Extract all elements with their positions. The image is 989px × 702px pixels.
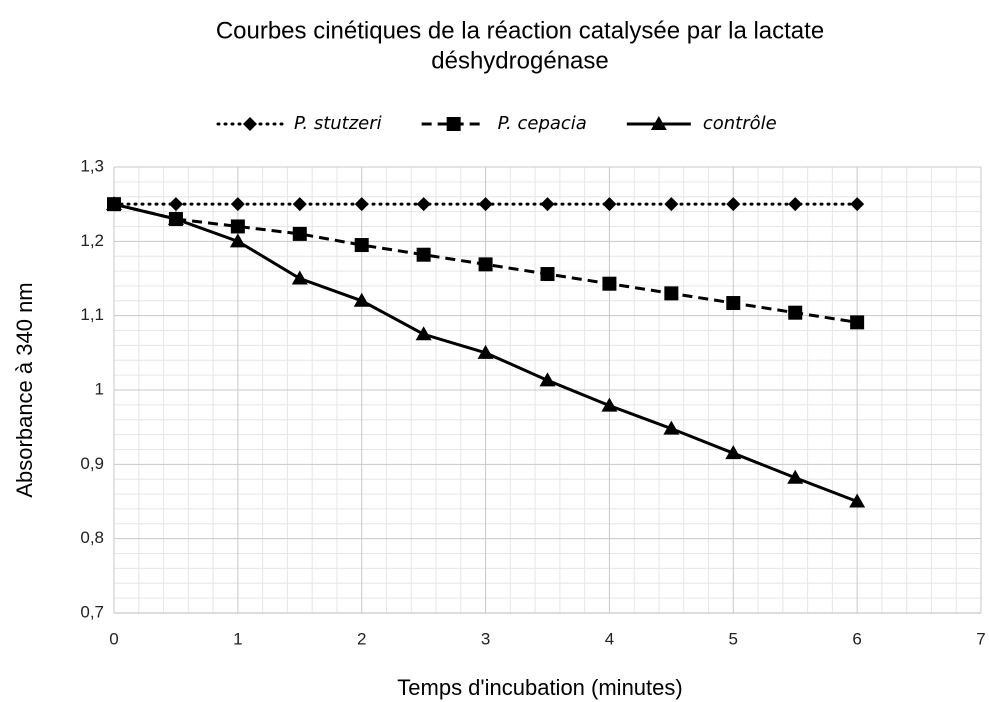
marker xyxy=(416,197,431,212)
y-tick-label: 0,8 xyxy=(80,528,104,547)
x-tick-label: 4 xyxy=(605,629,614,648)
marker xyxy=(850,315,865,330)
marker xyxy=(540,197,555,212)
marker xyxy=(353,292,370,307)
marker xyxy=(291,270,308,285)
chart-title: Courbes cinétiques de la réaction cataly… xyxy=(216,17,824,44)
y-axis-label: Absorbance à 340 nm xyxy=(12,282,37,497)
marker xyxy=(726,197,741,212)
marker xyxy=(292,197,307,212)
marker xyxy=(602,197,617,212)
marker xyxy=(539,372,556,387)
marker xyxy=(664,197,679,212)
marker xyxy=(601,397,618,412)
marker xyxy=(849,493,866,508)
marker xyxy=(663,420,680,435)
y-tick-label: 1,1 xyxy=(80,305,104,324)
legend-label: P. cepacia xyxy=(498,113,587,134)
legend-label: P. stutzeri xyxy=(294,113,382,134)
y-tick-label: 1 xyxy=(95,379,104,398)
y-tick-label: 0,7 xyxy=(80,602,104,621)
marker xyxy=(664,286,679,301)
marker xyxy=(243,117,257,131)
marker xyxy=(787,469,804,484)
marker xyxy=(650,116,667,130)
legend-label: contrôle xyxy=(703,113,777,134)
marker xyxy=(478,197,493,212)
marker xyxy=(230,219,245,234)
marker xyxy=(354,238,369,253)
marker xyxy=(415,326,432,341)
marker xyxy=(292,226,307,241)
marker xyxy=(167,211,184,226)
marker xyxy=(229,233,246,248)
x-axis-label: Temps d'incubation (minutes) xyxy=(397,675,682,700)
marker xyxy=(602,276,617,291)
marker xyxy=(478,257,493,272)
x-tick-label: 6 xyxy=(852,629,861,648)
marker xyxy=(540,267,555,282)
marker xyxy=(446,117,461,131)
marker xyxy=(477,344,494,359)
x-tick-label: 1 xyxy=(233,629,242,648)
marker xyxy=(354,197,369,212)
marker xyxy=(106,196,122,211)
x-tick-label: 3 xyxy=(481,629,490,648)
x-tick-label: 5 xyxy=(729,629,738,648)
y-tick-label: 0,9 xyxy=(80,454,104,473)
marker xyxy=(168,197,183,212)
y-tick-label: 1,2 xyxy=(80,231,104,250)
marker xyxy=(850,197,865,212)
chart-title: déshydrogénase xyxy=(431,47,608,74)
marker xyxy=(726,296,741,311)
marker xyxy=(416,247,431,262)
x-tick-label: 0 xyxy=(109,629,118,648)
x-tick-label: 7 xyxy=(976,629,985,648)
y-tick-label: 1,3 xyxy=(80,156,104,175)
marker xyxy=(788,305,803,320)
marker xyxy=(788,197,803,212)
marker xyxy=(230,197,245,212)
x-tick-label: 2 xyxy=(357,629,366,648)
marker xyxy=(725,445,742,460)
